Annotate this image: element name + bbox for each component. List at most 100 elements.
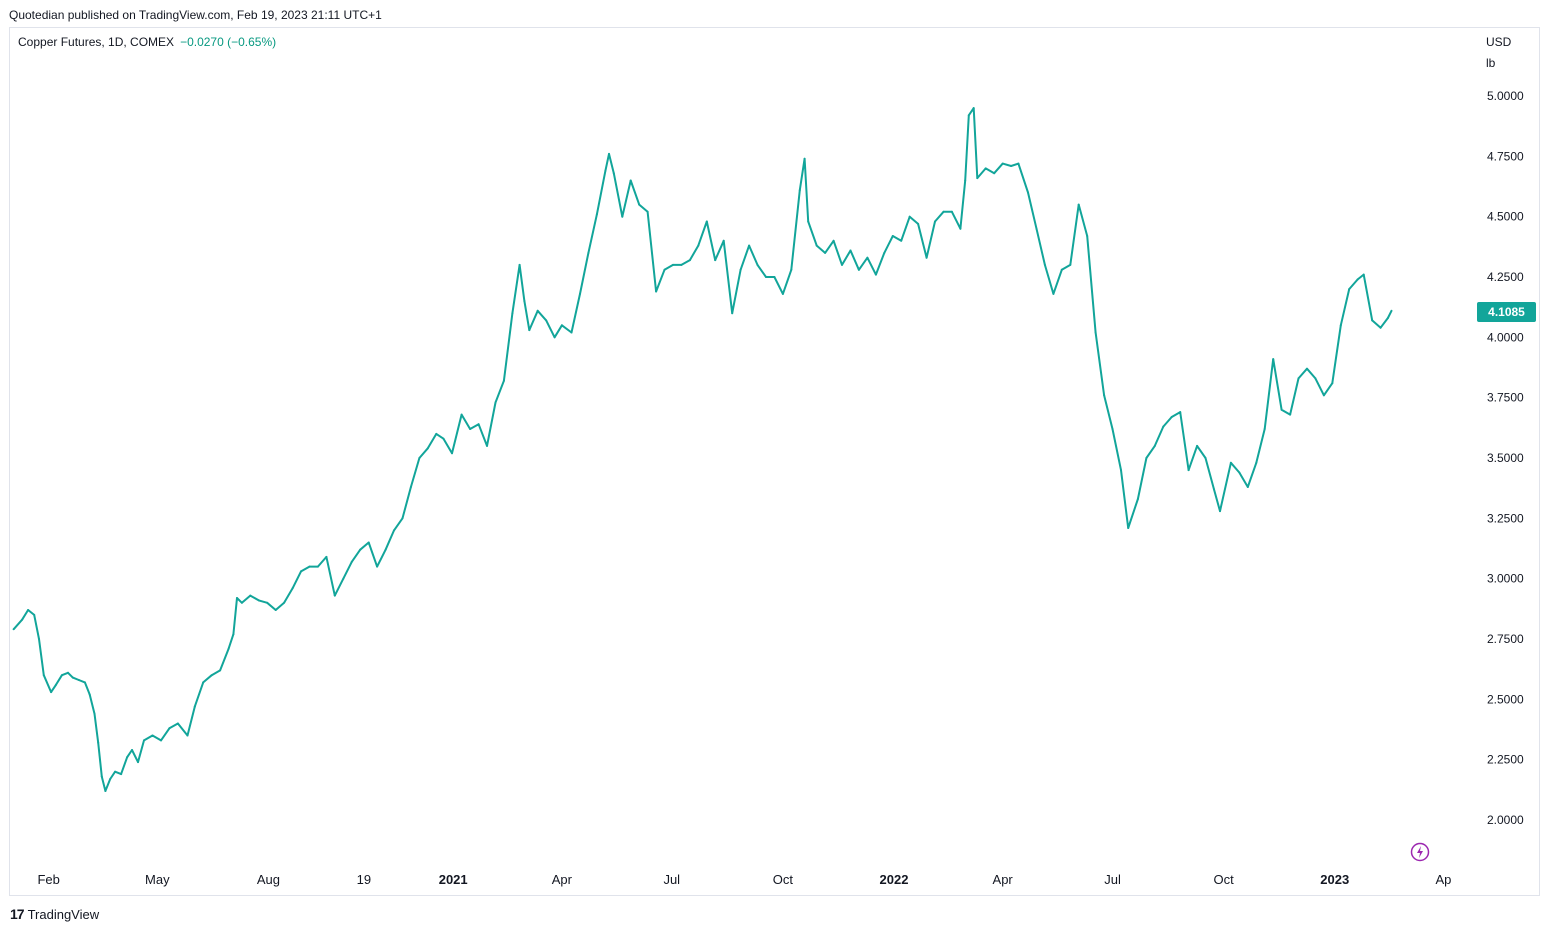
price-point [545, 319, 548, 322]
price-point [739, 268, 742, 271]
footer[interactable]: 17 TradingView [10, 906, 99, 922]
price-point [1204, 457, 1207, 459]
price-point [798, 189, 801, 192]
x-tick-label: 2023 [1320, 872, 1349, 887]
price-point [1255, 461, 1258, 464]
y-tick-label: 4.7500 [1487, 149, 1524, 163]
price-point [114, 770, 117, 773]
price-point [722, 239, 725, 242]
y-tick-label: 3.2500 [1487, 511, 1524, 525]
price-point [1297, 377, 1300, 380]
price-point [900, 239, 903, 242]
price-point [1289, 413, 1292, 416]
price-point [409, 486, 412, 488]
price-point [866, 256, 869, 259]
price-point [384, 548, 387, 551]
price-point [781, 292, 784, 295]
tradingview-logo-icon: 17 [10, 906, 25, 922]
price-point [1348, 288, 1351, 291]
price-point [1238, 471, 1241, 474]
price-point [1371, 319, 1374, 322]
price-point [1229, 461, 1232, 464]
price-point [629, 179, 632, 182]
y-tick-label: 4.0000 [1487, 330, 1524, 344]
price-change: −0.0270 (−0.65%) [180, 35, 277, 49]
price-point [186, 734, 189, 737]
y-tick-label: 4.5000 [1487, 210, 1524, 224]
price-point [604, 169, 607, 172]
price-point [143, 739, 145, 742]
price-point [908, 215, 911, 218]
price-point [109, 778, 112, 780]
price-point [1010, 165, 1013, 167]
price-point [1001, 162, 1004, 165]
price-point [137, 761, 139, 764]
price-point [316, 565, 319, 568]
price-point [1035, 227, 1038, 230]
price-point [984, 167, 987, 170]
symbol-label: Copper Futures, 1D, COMEX [18, 35, 175, 49]
price-point [925, 256, 928, 259]
price-point [976, 177, 979, 180]
price-point [12, 628, 15, 631]
price-point [655, 290, 658, 293]
price-point [1362, 273, 1365, 276]
price-point [176, 722, 179, 725]
price-point [50, 691, 53, 694]
price-point [42, 674, 45, 677]
price-point [359, 548, 362, 551]
price-point [97, 741, 100, 744]
price-point [27, 609, 30, 611]
price-point [257, 599, 260, 602]
price-point [972, 107, 975, 110]
price-point [333, 594, 336, 597]
price-point [291, 587, 294, 590]
price-point [193, 705, 196, 708]
price-point [451, 452, 453, 455]
price-point [1314, 377, 1317, 380]
price-point [967, 114, 970, 117]
price-point [1379, 326, 1382, 329]
x-tick-label: Ap [1435, 872, 1451, 887]
price-point [536, 309, 539, 312]
price-point [401, 517, 404, 520]
price-point [502, 379, 505, 382]
price-point [236, 597, 238, 599]
price-point [511, 312, 514, 315]
price-point [60, 674, 63, 677]
chart-frame[interactable] [9, 27, 1540, 896]
price-point [1187, 469, 1190, 472]
x-tick-label: 2022 [880, 872, 909, 887]
price-point [891, 235, 894, 237]
price-point [168, 727, 171, 730]
x-tick-label: 19 [357, 872, 371, 887]
price-point [1306, 367, 1308, 370]
price-point [54, 683, 57, 686]
price-point [219, 669, 222, 672]
price-point [832, 239, 835, 242]
x-tick-label: Feb [37, 872, 59, 887]
price-point [1280, 408, 1283, 411]
price-point [849, 249, 852, 252]
price-point [486, 444, 488, 447]
price-point [1196, 444, 1199, 447]
lightning-icon[interactable] [1410, 842, 1430, 862]
price-point [1027, 191, 1029, 194]
y-tick-label: 3.7500 [1487, 391, 1524, 405]
price-point [77, 679, 80, 681]
price-point [874, 273, 877, 276]
x-tick-label: Jul [663, 872, 680, 887]
y-tick-label: 2.0000 [1487, 813, 1524, 827]
price-point [308, 565, 311, 568]
x-tick-label: Apr [552, 872, 573, 887]
price-point [367, 541, 370, 544]
price-point [88, 693, 91, 696]
price-point [1263, 428, 1266, 430]
y-tick-label: 5.0000 [1487, 89, 1524, 103]
price-point [426, 447, 429, 450]
price-point [1111, 428, 1114, 430]
price-point [1103, 394, 1106, 397]
price-point [283, 601, 286, 604]
y-tick-label: 3.0000 [1487, 572, 1524, 586]
